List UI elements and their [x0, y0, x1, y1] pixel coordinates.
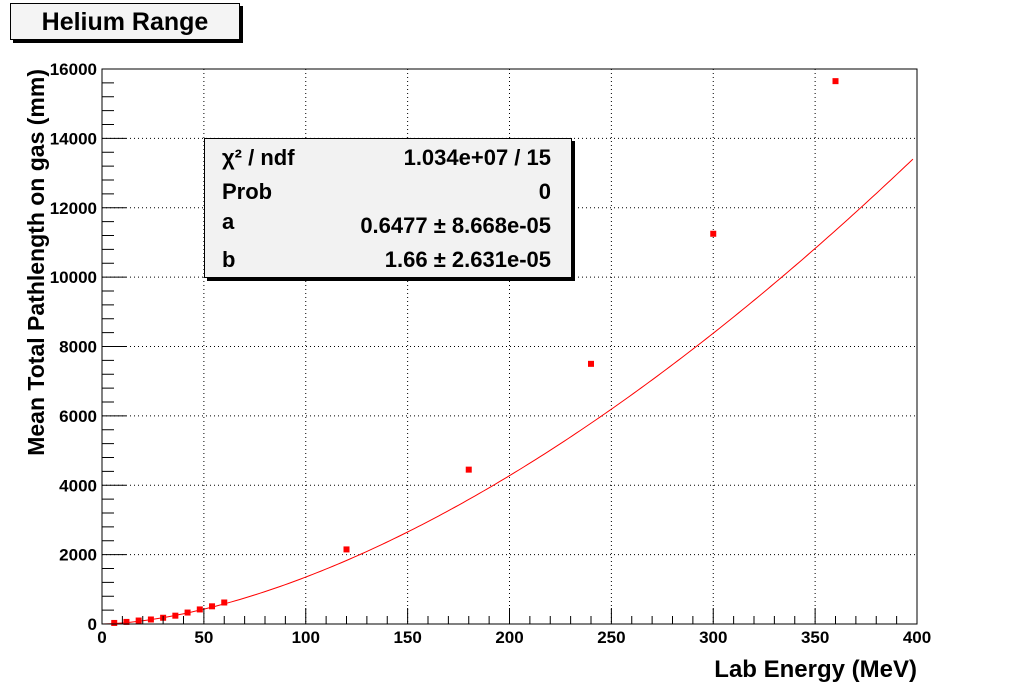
axis-ticks [101, 68, 918, 625]
x-tick-label: 250 [597, 628, 625, 647]
stats-prob-value: 0 [538, 179, 551, 204]
stats-a-value: 0.6477 ± 8.668e-05 [360, 213, 551, 238]
x-tick-label: 0 [97, 628, 106, 647]
data-point [172, 612, 179, 619]
fit-curve-group [101, 158, 914, 625]
x-tick-label: 200 [495, 628, 523, 647]
chart-title: Helium Range [10, 3, 240, 40]
data-point [465, 466, 472, 473]
y-axis-label: Mean Total Pathlength on gas (mm) [23, 69, 49, 456]
data-points-group [111, 78, 839, 626]
stats-b-label: b [222, 247, 236, 272]
axis-tick-labels: 0 50 100 150 200 250 300 350 4000200040006000800… [50, 60, 931, 647]
stats-row-a: a 0.6477 ± 8.668e-05 [205, 209, 571, 247]
x-tick-label: 400 [903, 628, 931, 647]
y-tick-label: 4000 [59, 476, 97, 495]
stats-chi2-label: χ² / ndf [222, 145, 295, 170]
y-tick-label: 16000 [50, 60, 97, 79]
x-tick-label: 350 [801, 628, 829, 647]
stats-a-label: a [222, 209, 235, 234]
y-tick-label: 2000 [59, 546, 97, 565]
stats-chi2-value: 1.034e+07 / 15 [403, 145, 551, 170]
data-point [209, 603, 216, 610]
data-point [343, 546, 350, 553]
x-axis-label: Lab Energy (MeV) [714, 656, 917, 683]
data-point [123, 618, 130, 625]
fit-curve [101, 158, 914, 625]
data-point [588, 360, 594, 367]
data-point [135, 617, 142, 624]
y-tick-label: 14000 [50, 129, 97, 148]
stats-row-b: b 1.66 ± 2.631e-05 [205, 247, 571, 281]
data-point [184, 609, 191, 616]
stats-row-prob: Prob 0 [205, 179, 571, 213]
y-tick-label: 6000 [59, 407, 97, 426]
stats-row-chi2: χ² / ndf 1.034e+07 / 15 [205, 145, 571, 179]
data-point [111, 619, 118, 626]
stats-b-value: 1.66 ± 2.631e-05 [384, 247, 551, 272]
data-point [832, 78, 839, 85]
data-point [710, 230, 717, 237]
x-tick-label: 100 [292, 628, 320, 647]
x-tick-label: 150 [393, 628, 421, 647]
y-tick-label: 8000 [59, 338, 97, 357]
data-point [147, 616, 154, 623]
data-point [196, 606, 203, 613]
x-tick-label: 300 [699, 628, 727, 647]
x-tick-label: 50 [194, 628, 213, 647]
y-tick-label: 0 [88, 615, 97, 634]
data-point [221, 599, 228, 606]
y-tick-label: 10000 [50, 268, 97, 287]
y-tick-label: 12000 [50, 199, 97, 218]
stats-prob-label: Prob [222, 179, 273, 204]
fit-stats-box: χ² / ndf 1.034e+07 / 15 Prob 0 a 0.6477 … [204, 138, 572, 278]
